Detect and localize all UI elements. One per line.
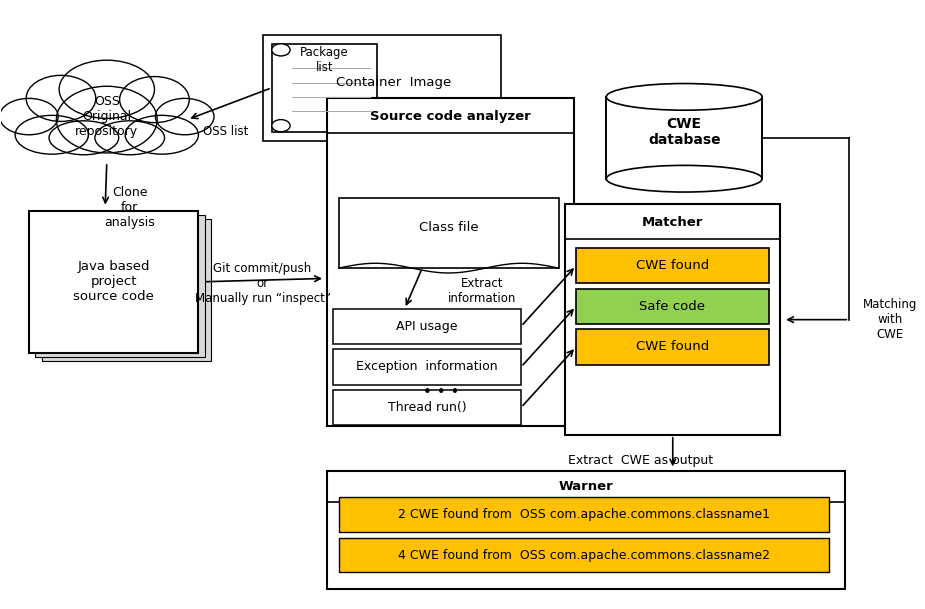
Text: OSS list: OSS list — [204, 125, 249, 138]
FancyBboxPatch shape — [42, 219, 211, 362]
Text: CWE
database: CWE database — [648, 117, 721, 147]
Text: Clone
for
analysis: Clone for analysis — [105, 186, 155, 229]
Ellipse shape — [606, 166, 762, 192]
Text: Git commit/push
or
Manually run “inspect”: Git commit/push or Manually run “inspect… — [194, 262, 330, 304]
Ellipse shape — [59, 60, 154, 118]
FancyBboxPatch shape — [339, 538, 829, 572]
FancyBboxPatch shape — [576, 248, 769, 283]
Text: Container  Image: Container Image — [336, 76, 451, 89]
Ellipse shape — [155, 99, 214, 135]
Text: CWE found: CWE found — [635, 259, 709, 272]
FancyBboxPatch shape — [333, 350, 521, 384]
FancyBboxPatch shape — [272, 44, 377, 132]
Text: Matcher: Matcher — [642, 216, 703, 229]
FancyBboxPatch shape — [29, 211, 199, 353]
FancyBboxPatch shape — [263, 35, 501, 141]
FancyBboxPatch shape — [339, 498, 829, 532]
Ellipse shape — [26, 76, 96, 121]
Ellipse shape — [119, 77, 190, 122]
Ellipse shape — [0, 99, 58, 135]
Ellipse shape — [15, 115, 89, 154]
Text: • • •: • • • — [423, 385, 460, 400]
Text: CWE found: CWE found — [635, 340, 709, 353]
FancyBboxPatch shape — [339, 199, 559, 268]
FancyBboxPatch shape — [35, 215, 204, 357]
Ellipse shape — [272, 44, 290, 56]
Text: Warner: Warner — [559, 480, 613, 493]
Ellipse shape — [606, 83, 762, 110]
Ellipse shape — [272, 119, 290, 132]
Text: Safe code: Safe code — [639, 300, 705, 313]
FancyBboxPatch shape — [327, 99, 574, 426]
Text: 2 CWE found from  OSS com.apache.commons.classname1: 2 CWE found from OSS com.apache.commons.… — [398, 508, 770, 521]
FancyBboxPatch shape — [576, 329, 769, 365]
Ellipse shape — [49, 121, 118, 155]
Text: API usage: API usage — [397, 320, 458, 333]
Text: 4 CWE found from  OSS com.apache.commons.classname2: 4 CWE found from OSS com.apache.commons.… — [398, 549, 770, 561]
FancyBboxPatch shape — [333, 309, 521, 344]
Text: OSS
Original
repository: OSS Original repository — [75, 95, 139, 138]
Text: Package
list: Package list — [300, 46, 349, 74]
Text: Matching
with
CWE: Matching with CWE — [863, 298, 918, 341]
Text: Exception  information: Exception information — [356, 361, 498, 373]
Text: Extract  CWE as output: Extract CWE as output — [568, 454, 713, 467]
Text: Source code analyzer: Source code analyzer — [370, 110, 531, 123]
FancyBboxPatch shape — [565, 205, 781, 435]
Text: Class file: Class file — [419, 221, 478, 234]
Ellipse shape — [56, 86, 157, 153]
Ellipse shape — [95, 121, 165, 155]
FancyBboxPatch shape — [333, 390, 521, 425]
FancyBboxPatch shape — [327, 471, 845, 590]
Ellipse shape — [125, 115, 199, 154]
FancyBboxPatch shape — [606, 97, 762, 178]
FancyBboxPatch shape — [576, 289, 769, 324]
Text: Thread run(): Thread run() — [388, 401, 466, 414]
Text: Extract
information: Extract information — [448, 277, 516, 305]
Text: Java based
project
source code: Java based project source code — [73, 260, 154, 303]
